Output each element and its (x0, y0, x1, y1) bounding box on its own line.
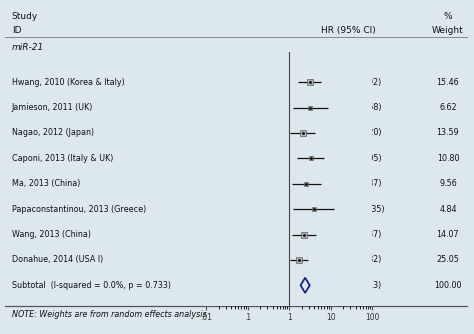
Text: 25.05: 25.05 (437, 256, 459, 265)
Text: Hwang, 2010 (Korea & Italy): Hwang, 2010 (Korea & Italy) (12, 78, 125, 87)
Text: Caponi, 2013 (Italy & UK): Caponi, 2013 (Italy & UK) (12, 154, 113, 163)
Text: Donahue, 2014 (USA I): Donahue, 2014 (USA I) (12, 256, 103, 265)
Text: 2.43 (1.89, 3.13): 2.43 (1.89, 3.13) (315, 281, 382, 290)
Text: 3.22 (1.21, 8.58): 3.22 (1.21, 8.58) (315, 103, 382, 112)
Text: 2.60 (1.15, 5.87): 2.60 (1.15, 5.87) (315, 179, 382, 188)
Text: 1.70 (1.03, 2.82): 1.70 (1.03, 2.82) (315, 256, 382, 265)
Text: Jamieson, 2011 (UK): Jamieson, 2011 (UK) (12, 103, 93, 112)
Text: Weight: Weight (432, 26, 464, 35)
Text: 13.59: 13.59 (437, 129, 459, 138)
Text: 3.93 (1.25, 12.35): 3.93 (1.25, 12.35) (312, 205, 384, 214)
Text: Papaconstantinou, 2013 (Greece): Papaconstantinou, 2013 (Greece) (12, 205, 146, 214)
Text: Wang, 2013 (China): Wang, 2013 (China) (12, 230, 91, 239)
Text: Ma, 2013 (China): Ma, 2013 (China) (12, 179, 80, 188)
Text: 3.16 (1.67, 6.02): 3.16 (1.67, 6.02) (315, 78, 382, 87)
Text: 2.24 (1.14, 4.37): 2.24 (1.14, 4.37) (315, 230, 382, 239)
Text: miR-21: miR-21 (12, 43, 44, 52)
Text: 4.84: 4.84 (439, 205, 456, 214)
Text: 10.80: 10.80 (437, 154, 459, 163)
Text: Study: Study (12, 12, 38, 21)
Text: 15.46: 15.46 (437, 78, 459, 87)
Text: 3.28 (1.52, 7.05): 3.28 (1.52, 7.05) (315, 154, 382, 163)
Text: HR (95% CI): HR (95% CI) (321, 26, 376, 35)
Text: Nagao, 2012 (Japan): Nagao, 2012 (Japan) (12, 129, 94, 138)
Text: Subtotal  (I-squared = 0.0%, p = 0.733): Subtotal (I-squared = 0.0%, p = 0.733) (12, 281, 171, 290)
Text: 14.07: 14.07 (437, 230, 459, 239)
Text: 6.62: 6.62 (439, 103, 457, 112)
Text: %: % (444, 12, 452, 21)
Text: NOTE: Weights are from random effects analysis: NOTE: Weights are from random effects an… (12, 310, 207, 319)
Text: 2.12 (1.07, 4.20): 2.12 (1.07, 4.20) (315, 129, 382, 138)
Text: 9.56: 9.56 (439, 179, 457, 188)
Text: 100.00: 100.00 (434, 281, 462, 290)
Text: ID: ID (12, 26, 21, 35)
